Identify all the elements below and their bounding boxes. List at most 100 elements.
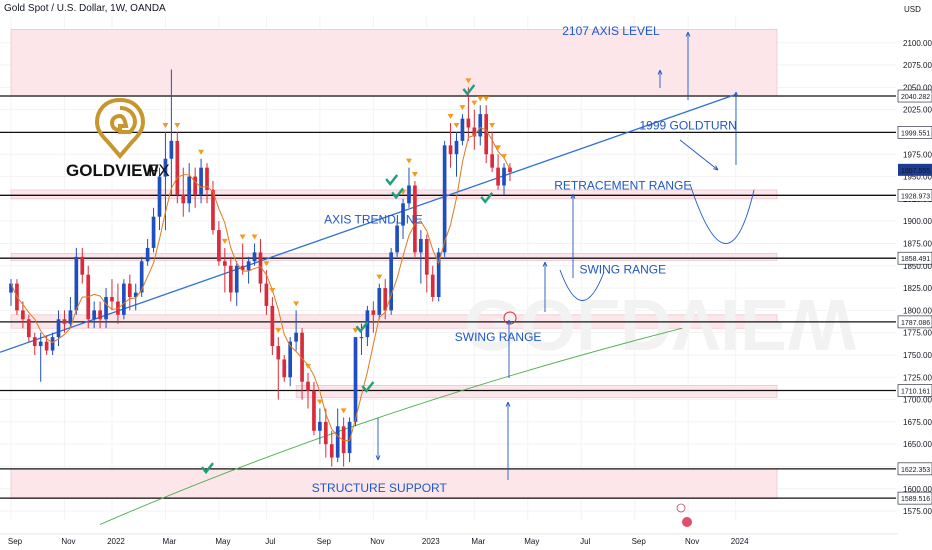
moving-average-line xyxy=(10,126,511,442)
swing-curve xyxy=(559,269,605,301)
long-moving-average xyxy=(99,327,683,525)
candle-body xyxy=(68,310,73,324)
y-tick-label: 1725.000 xyxy=(903,373,932,382)
annotations: 2107 AXIS LEVEL 1999 GOLDTURN AXIS TRENDLI… xyxy=(312,24,737,495)
candle-body xyxy=(110,296,114,302)
candle-body xyxy=(252,252,257,262)
event-icon xyxy=(676,503,686,513)
chart-annotation: STRUCTURE SUPPORT xyxy=(312,481,448,495)
chart-annotation: RETRACEMENT RANGE xyxy=(554,178,691,192)
candle-body xyxy=(484,114,489,155)
candle-body xyxy=(436,252,441,297)
candle-body xyxy=(157,176,162,217)
level-tag-label: 1999.551 xyxy=(901,130,930,137)
candles xyxy=(9,69,512,467)
swing-curve xyxy=(689,183,755,244)
candle-body xyxy=(300,332,304,382)
candle-body xyxy=(133,292,138,297)
candle-body xyxy=(430,274,435,297)
candle-body xyxy=(211,189,215,231)
signal-markers xyxy=(162,31,755,527)
current-price-label: 1957.555 xyxy=(901,168,930,175)
range-zone xyxy=(295,385,778,399)
candle-body xyxy=(181,194,186,204)
level-tag xyxy=(897,251,932,265)
candle-body xyxy=(306,381,310,391)
signal-triangle xyxy=(275,328,282,334)
candle-body xyxy=(104,296,108,320)
x-tick-label: Sep xyxy=(632,537,647,546)
x-tick-label: Jul xyxy=(580,537,590,546)
check-mark xyxy=(391,187,405,200)
range-zone xyxy=(10,468,778,499)
arrow-head xyxy=(685,31,691,37)
candle-body xyxy=(163,158,168,177)
signal-triangle xyxy=(251,234,258,240)
candle-body xyxy=(353,337,358,422)
signal-triangle xyxy=(471,100,478,106)
y-tick-label: 1575.000 xyxy=(903,507,932,516)
arrow-head xyxy=(375,455,381,461)
x-tick-label: Sep xyxy=(8,537,23,546)
level-tag-label: 1710.161 xyxy=(901,389,930,396)
level-tag xyxy=(897,315,932,329)
level-tag xyxy=(897,126,932,139)
candle-body xyxy=(335,426,340,458)
candle-body xyxy=(341,426,346,454)
candle-body xyxy=(246,261,251,271)
signal-triangle xyxy=(316,399,323,405)
candle-body xyxy=(288,341,293,378)
candle-body xyxy=(50,337,55,351)
candle-body xyxy=(424,239,429,275)
symbol-title: Gold Spot / U.S. Dollar, 1W, OANDA xyxy=(4,3,166,14)
candle-body xyxy=(80,256,85,275)
candle-body xyxy=(169,140,174,159)
arrow-head xyxy=(570,193,576,199)
candle-body xyxy=(145,247,150,262)
x-tick-label: 2023 xyxy=(422,537,440,546)
signal-triangle xyxy=(293,301,300,307)
level-tag xyxy=(897,491,932,505)
candle-body xyxy=(478,114,483,137)
candle-body xyxy=(419,239,423,253)
candle-body xyxy=(401,203,405,226)
signal-triangle xyxy=(501,154,508,160)
y-tick-label: 1975.000 xyxy=(903,150,932,159)
y-tick-label: 2025.000 xyxy=(903,106,932,115)
signal-triangle xyxy=(453,122,460,128)
candle-body xyxy=(139,261,144,293)
candle-body xyxy=(264,283,269,306)
candle-body xyxy=(395,225,399,253)
candle-body xyxy=(347,421,352,454)
signal-triangle xyxy=(198,149,205,155)
range-zone xyxy=(10,252,778,261)
logo-brand-bold: GOLDVIEW xyxy=(66,161,160,180)
candle-body xyxy=(312,390,316,431)
candle-body xyxy=(9,283,13,293)
x-tick-label: 2024 xyxy=(731,537,749,546)
level-tag-label: 1589.516 xyxy=(901,496,930,503)
chart-annotation: AXIS TRENDLINE xyxy=(324,212,422,226)
candle-body xyxy=(508,167,512,173)
y-tick-label: 1800.000 xyxy=(903,306,932,315)
candle-body xyxy=(270,305,275,347)
y-tick-label: 1875.000 xyxy=(903,239,932,248)
signal-triangle xyxy=(477,96,484,102)
candle-body xyxy=(323,421,328,445)
candle-body xyxy=(413,185,417,253)
highlight-circle xyxy=(503,311,517,325)
candle-body xyxy=(193,176,197,195)
y-tick-label: 1750.000 xyxy=(903,351,932,360)
logo-brand-light: FX xyxy=(148,161,170,180)
y-tick-label: 1700.000 xyxy=(903,396,932,405)
y-tick-label: 2100.000 xyxy=(903,39,932,48)
arrow-line xyxy=(679,139,719,171)
time-axis: Sep Nov 2022 Mar May Jul Sep Nov 2023 Mar May Jul Se… xyxy=(0,533,898,546)
candle-body xyxy=(442,145,447,253)
candle-body xyxy=(228,265,233,293)
candle-body xyxy=(329,444,334,458)
y-tick-label: 1850.000 xyxy=(903,262,932,271)
y-tick-label: 2075.000 xyxy=(903,61,932,70)
signal-triangle xyxy=(221,238,228,244)
